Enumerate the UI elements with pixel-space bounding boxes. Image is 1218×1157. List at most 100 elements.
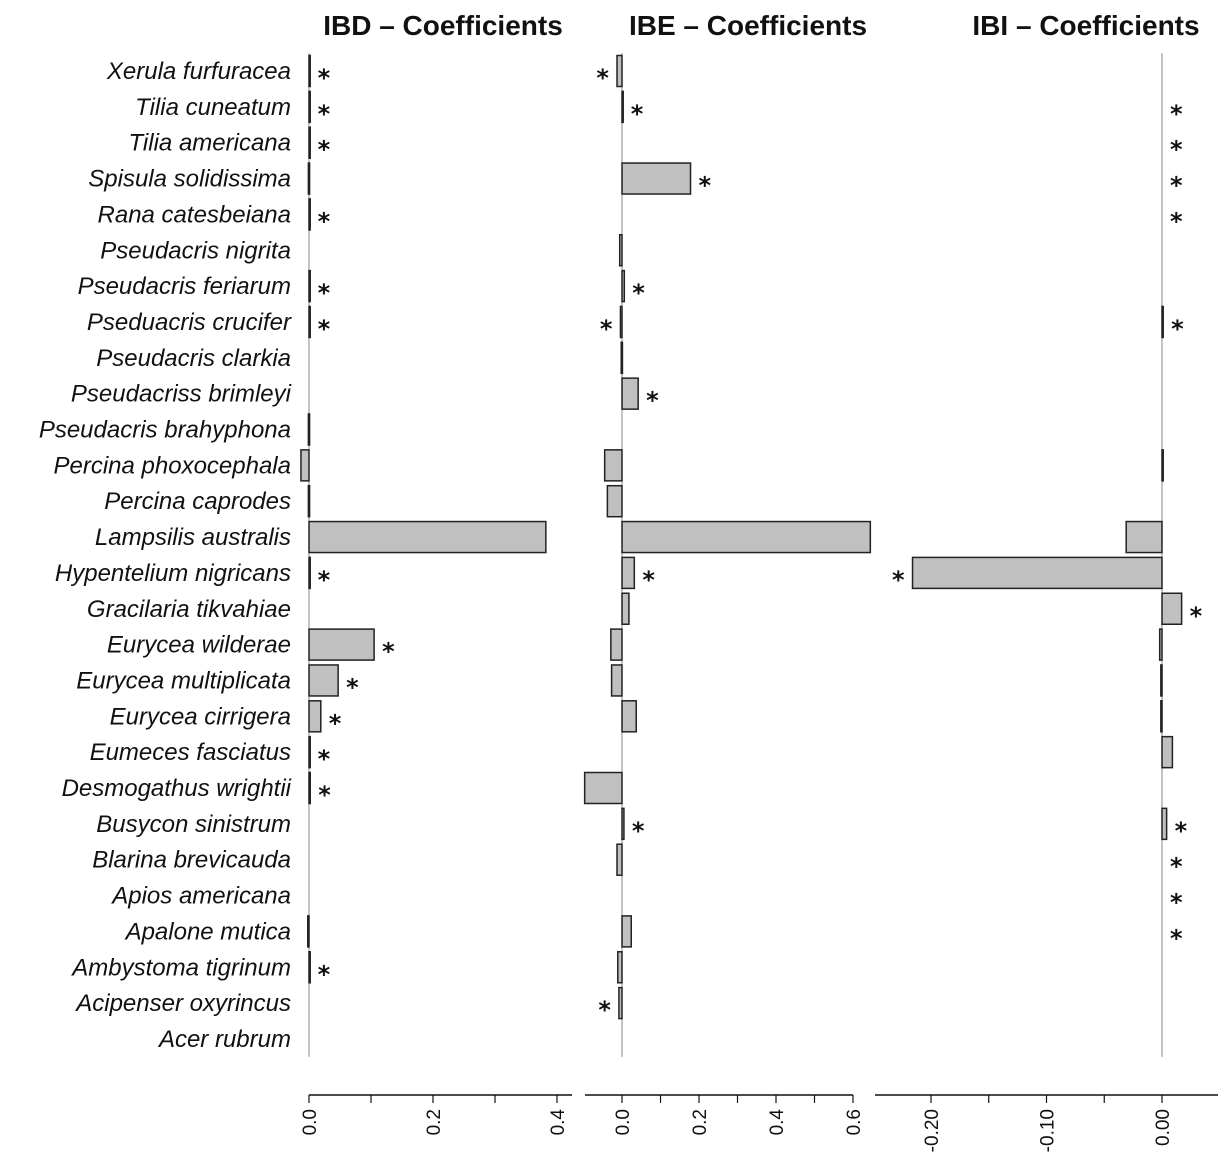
panel-2: IBI – Coefficients * * * * * * * * * * * -0.20 -0.10 0… xyxy=(875,10,1218,1152)
species-label: Apios americana xyxy=(110,883,291,910)
bar xyxy=(621,807,625,841)
significance-star: * xyxy=(346,673,359,701)
bar xyxy=(308,771,311,805)
bar xyxy=(308,198,311,231)
species-label: Percina caprodes xyxy=(104,488,291,515)
species-label: Acipenser oxyrincus xyxy=(74,990,291,1017)
bar xyxy=(621,592,630,625)
bar xyxy=(308,951,311,984)
bar xyxy=(308,269,311,303)
bar xyxy=(1161,449,1164,482)
significance-star: * xyxy=(318,64,331,92)
significance-star: * xyxy=(1170,172,1183,200)
bar xyxy=(618,234,623,267)
significance-star: * xyxy=(600,315,613,343)
x-tick-label: 0.2 xyxy=(690,1109,711,1135)
species-label: Tilia cuneatum xyxy=(135,94,291,121)
panel-0: IBD – Coefficients*************0.0 0.2 0.4 xyxy=(300,10,572,1135)
significance-star: * xyxy=(318,279,331,307)
bar xyxy=(621,162,692,195)
species-label: Blarina brevicauda xyxy=(92,847,291,874)
species-label: Xerula furfuracea xyxy=(106,58,291,85)
bar xyxy=(583,771,623,805)
significance-star: * xyxy=(318,315,331,343)
significance-star: * xyxy=(1170,924,1183,952)
significance-star: * xyxy=(892,566,905,594)
significance-star: * xyxy=(1170,207,1183,235)
bar xyxy=(1161,592,1183,625)
significance-star: * xyxy=(1170,136,1183,164)
significance-star: * xyxy=(318,960,331,988)
x-tick-label: 0.0 xyxy=(300,1109,321,1135)
bar xyxy=(616,843,623,876)
significance-star: * xyxy=(632,817,645,845)
significance-star: * xyxy=(631,100,644,128)
x-tick-label: -0.10 xyxy=(1038,1109,1059,1152)
bar xyxy=(308,54,311,88)
bar xyxy=(621,90,624,124)
significance-star: * xyxy=(1170,853,1183,881)
x-tick-label: 0.4 xyxy=(548,1109,569,1136)
significance-star: * xyxy=(1170,100,1183,128)
significance-star: * xyxy=(1170,889,1183,917)
bar xyxy=(307,413,311,446)
bar xyxy=(308,556,311,590)
species-label: Gracilaria tikvahiae xyxy=(87,596,291,623)
bar xyxy=(621,377,639,410)
species-label: Lampsilis australis xyxy=(95,524,291,551)
bar xyxy=(621,700,637,733)
significance-star: * xyxy=(329,709,342,737)
significance-star: * xyxy=(596,64,609,92)
significance-star: * xyxy=(646,387,659,415)
species-label: Eurycea cirrigera xyxy=(110,703,291,730)
x-tick-label: -0.20 xyxy=(922,1109,943,1152)
species-label: Hypentelium nigricans xyxy=(55,560,291,587)
bar xyxy=(617,951,623,984)
significance-star: * xyxy=(318,566,331,594)
bar xyxy=(1161,735,1174,769)
species-label: Desmogathus wrightii xyxy=(62,775,292,802)
x-tick-label: 0.2 xyxy=(424,1109,445,1135)
species-label: Pseudacris clarkia xyxy=(96,345,291,372)
significance-star: * xyxy=(318,207,331,235)
significance-star: * xyxy=(642,566,655,594)
bar xyxy=(300,449,310,482)
significance-star: * xyxy=(382,638,395,666)
bar xyxy=(307,484,311,518)
panel-1: IBE – Coefficients * * * * * * * * * 0.0 0.2 0.4 0.6 xyxy=(583,10,872,1136)
bar xyxy=(911,556,1163,590)
significance-star: * xyxy=(1171,315,1184,343)
bar xyxy=(1158,628,1163,661)
bar xyxy=(1160,664,1163,697)
bar xyxy=(308,700,322,733)
significance-star: * xyxy=(318,745,331,773)
significance-star: * xyxy=(318,136,331,164)
bar xyxy=(610,664,623,697)
species-label: Percina phoxocephala xyxy=(53,452,291,479)
species-label: Pseudacriss brimleyi xyxy=(71,381,292,408)
species-label: Tilia americana xyxy=(128,130,291,157)
bar xyxy=(620,341,624,375)
bar xyxy=(308,90,311,124)
species-label: Pseduacris crucifer xyxy=(87,309,292,336)
bar xyxy=(307,915,310,948)
species-label: Eurycea wilderae xyxy=(107,632,291,659)
bar xyxy=(1125,520,1163,554)
bar xyxy=(606,484,623,518)
significance-star: * xyxy=(632,279,645,307)
bar xyxy=(619,305,623,339)
bar xyxy=(618,986,623,1020)
x-tick-label: 0.6 xyxy=(844,1109,865,1135)
species-label: Apalone mutica xyxy=(124,918,291,945)
bar xyxy=(308,628,375,661)
panel-title: IBI – Coefficients xyxy=(972,10,1199,41)
species-label: Acer rubrum xyxy=(157,1026,291,1053)
significance-star: * xyxy=(1175,817,1188,845)
bar xyxy=(616,54,623,88)
species-label: Eurycea multiplicata xyxy=(76,667,291,694)
x-tick-label: 0.0 xyxy=(613,1109,634,1135)
x-tick-label: 0.4 xyxy=(767,1109,788,1136)
x-tick-label: 0.00 xyxy=(1153,1109,1174,1146)
species-label: Busycon sinistrum xyxy=(96,811,291,838)
